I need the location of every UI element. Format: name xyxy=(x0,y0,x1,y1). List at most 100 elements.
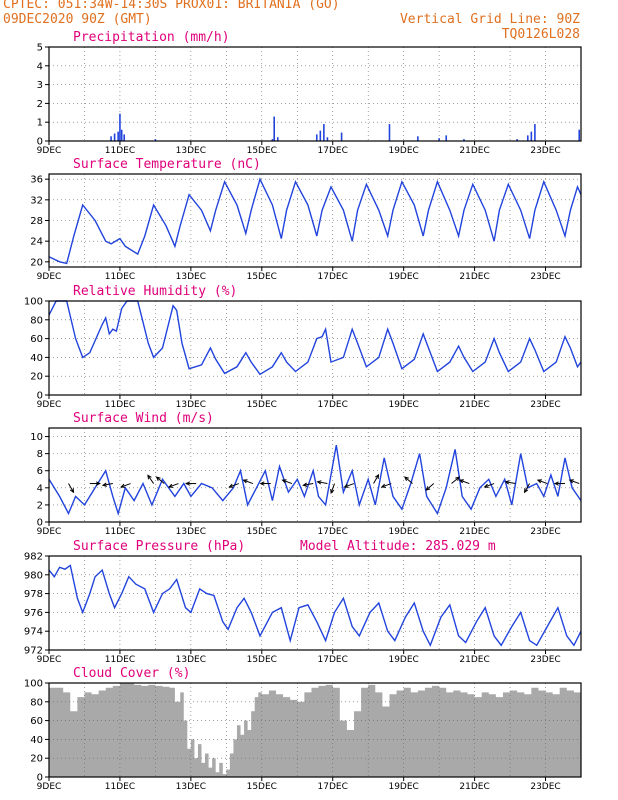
x-tick-label: 13DEC xyxy=(176,527,206,537)
x-tick-label: 13DEC xyxy=(176,400,206,410)
wind-arrow xyxy=(147,475,155,484)
y-tick-label: 40 xyxy=(30,353,43,364)
wind-arrow-head xyxy=(403,476,409,481)
wind-arrow-head xyxy=(101,482,107,487)
x-tick-label: 11DEC xyxy=(105,655,135,665)
x-tick-label: 11DEC xyxy=(105,146,135,156)
y-tick-label: 982 xyxy=(24,552,43,563)
y-tick-label: 2 xyxy=(37,99,43,110)
y-tick-label: 32 xyxy=(30,195,43,206)
x-tick-label: 9DEC xyxy=(37,400,62,410)
wind-arrow xyxy=(524,483,531,493)
x-tick-label: 9DEC xyxy=(37,527,62,537)
y-tick-label: 6 xyxy=(37,466,43,477)
y-tick-label: 40 xyxy=(30,735,43,746)
x-tick-label: 17DEC xyxy=(318,782,348,792)
x-tick-label: 23DEC xyxy=(530,782,560,792)
wind-arrow-head xyxy=(343,483,349,488)
wind-arrow-head xyxy=(380,483,386,488)
y-tick-label: 24 xyxy=(30,237,43,248)
y-tick-label: 4 xyxy=(37,483,43,494)
x-tick-label: 9DEC xyxy=(37,146,62,156)
panel-title: Surface Pressure (hPa) xyxy=(73,539,245,554)
y-tick-label: 976 xyxy=(24,608,43,619)
x-tick-label: 15DEC xyxy=(247,272,277,282)
x-tick-label: 19DEC xyxy=(388,527,418,537)
y-tick-label: 80 xyxy=(30,315,43,326)
y-tick-label: 20 xyxy=(30,257,43,268)
x-tick-label: 9DEC xyxy=(37,782,62,792)
wind-arrow xyxy=(168,483,179,488)
y-tick-label: 60 xyxy=(30,334,43,345)
wind-arrow xyxy=(381,483,392,488)
y-tick-label: 100 xyxy=(24,297,43,308)
temp-series-line xyxy=(48,177,582,265)
wind-arrow xyxy=(484,483,495,488)
x-tick-label: 9DEC xyxy=(37,655,62,665)
panel-frame xyxy=(48,682,582,778)
y-tick-label: 980 xyxy=(24,570,43,581)
header-grid-line: Vertical Grid Line: 90Z xyxy=(399,12,580,27)
panel-title: Relative Humidity (%) xyxy=(73,284,237,299)
wind-arrow xyxy=(569,479,580,485)
wind-arrow-head xyxy=(504,480,510,485)
y-tick-label: 2 xyxy=(37,500,43,511)
wind-arrow-head xyxy=(330,488,335,495)
wind-arrow xyxy=(229,483,239,488)
panel-subtitle: Model Altitude: 285.029 m xyxy=(300,539,496,554)
x-tick-label: 17DEC xyxy=(318,272,348,282)
header-model-code: TQ0126L028 xyxy=(501,27,580,42)
wind-arrow-head xyxy=(458,479,464,484)
y-tick-label: 972 xyxy=(24,646,43,657)
wind-arrow-head xyxy=(95,481,101,486)
wind-arrow xyxy=(404,476,413,484)
x-tick-label: 15DEC xyxy=(247,655,277,665)
y-tick-label: 8 xyxy=(37,449,43,460)
wind-arrow-head xyxy=(483,483,489,488)
wind-arrow-head xyxy=(374,473,380,479)
x-tick-label: 11DEC xyxy=(105,400,135,410)
x-tick-label: 11DEC xyxy=(105,272,135,282)
wind-arrow-head xyxy=(425,486,431,491)
wind-arrow-head xyxy=(242,479,248,484)
wind-arrow xyxy=(459,479,470,485)
y-tick-label: 100 xyxy=(24,679,43,690)
wind-arrow-head xyxy=(259,481,265,486)
wind-arrow-head xyxy=(155,476,161,481)
y-tick-label: 978 xyxy=(24,589,43,600)
panel-frame xyxy=(48,427,582,523)
x-tick-label: 13DEC xyxy=(176,146,206,156)
wind-arrow xyxy=(68,483,74,493)
y-tick-label: 28 xyxy=(30,216,43,227)
wind-arrow-head xyxy=(228,483,234,488)
wind-arrow-head xyxy=(316,480,322,485)
y-tick-label: 0 xyxy=(37,773,43,784)
panel-frame xyxy=(48,46,582,142)
wind-arrow xyxy=(282,479,293,485)
cloud-area xyxy=(49,683,581,777)
x-tick-label: 19DEC xyxy=(388,272,418,282)
wind-arrow-head xyxy=(302,482,308,487)
y-tick-label: 3 xyxy=(37,80,43,91)
x-tick-label: 21DEC xyxy=(459,146,489,156)
x-tick-label: 23DEC xyxy=(530,400,560,410)
wind-arrow-head xyxy=(568,479,574,484)
wind-arrow xyxy=(537,479,548,485)
header-location: CPTEC: 051:34W-14:30S PROX01: BRITANIA (… xyxy=(3,0,340,12)
wind-arrow xyxy=(243,479,254,485)
x-tick-label: 19DEC xyxy=(388,655,418,665)
y-tick-label: 4 xyxy=(37,61,43,72)
x-tick-label: 23DEC xyxy=(530,655,560,665)
x-tick-label: 23DEC xyxy=(530,272,560,282)
wind-series-line xyxy=(48,444,582,516)
wind-arrow xyxy=(330,483,335,494)
x-tick-label: 19DEC xyxy=(388,782,418,792)
wind-arrow-head xyxy=(185,481,191,486)
pressure-series-line xyxy=(48,564,582,648)
panel-title: Cloud Cover (%) xyxy=(73,666,190,681)
wind-arrow-head xyxy=(120,483,126,488)
x-tick-label: 15DEC xyxy=(247,400,277,410)
panel-frame xyxy=(48,300,582,396)
panel-title: Surface Wind (m/s) xyxy=(73,411,214,426)
